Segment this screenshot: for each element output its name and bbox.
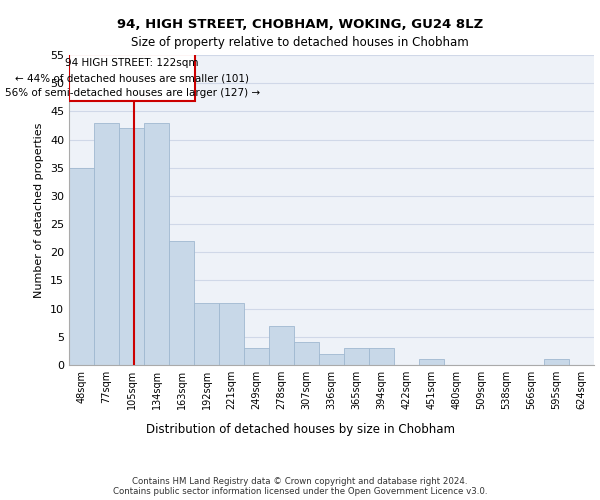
Bar — [269, 326, 294, 365]
Bar — [194, 303, 219, 365]
Text: 56% of semi-detached houses are larger (127) →: 56% of semi-detached houses are larger (… — [5, 88, 260, 98]
Text: Distribution of detached houses by size in Chobham: Distribution of detached houses by size … — [146, 422, 455, 436]
Bar — [319, 354, 344, 365]
Text: Size of property relative to detached houses in Chobham: Size of property relative to detached ho… — [131, 36, 469, 49]
FancyBboxPatch shape — [69, 54, 195, 101]
Bar — [144, 122, 169, 365]
Text: 94, HIGH STREET, CHOBHAM, WOKING, GU24 8LZ: 94, HIGH STREET, CHOBHAM, WOKING, GU24 8… — [117, 18, 483, 30]
Bar — [294, 342, 319, 365]
Bar — [244, 348, 269, 365]
Text: 94 HIGH STREET: 122sqm: 94 HIGH STREET: 122sqm — [65, 58, 199, 68]
Bar — [369, 348, 394, 365]
Bar — [219, 303, 244, 365]
Bar — [544, 360, 569, 365]
Bar — [94, 122, 119, 365]
Text: Contains HM Land Registry data © Crown copyright and database right 2024.
Contai: Contains HM Land Registry data © Crown c… — [113, 476, 487, 496]
Bar — [344, 348, 369, 365]
Bar — [169, 241, 194, 365]
Text: ← 44% of detached houses are smaller (101): ← 44% of detached houses are smaller (10… — [15, 73, 249, 83]
Bar — [119, 128, 144, 365]
Y-axis label: Number of detached properties: Number of detached properties — [34, 122, 44, 298]
Bar — [419, 360, 444, 365]
Bar — [69, 168, 94, 365]
